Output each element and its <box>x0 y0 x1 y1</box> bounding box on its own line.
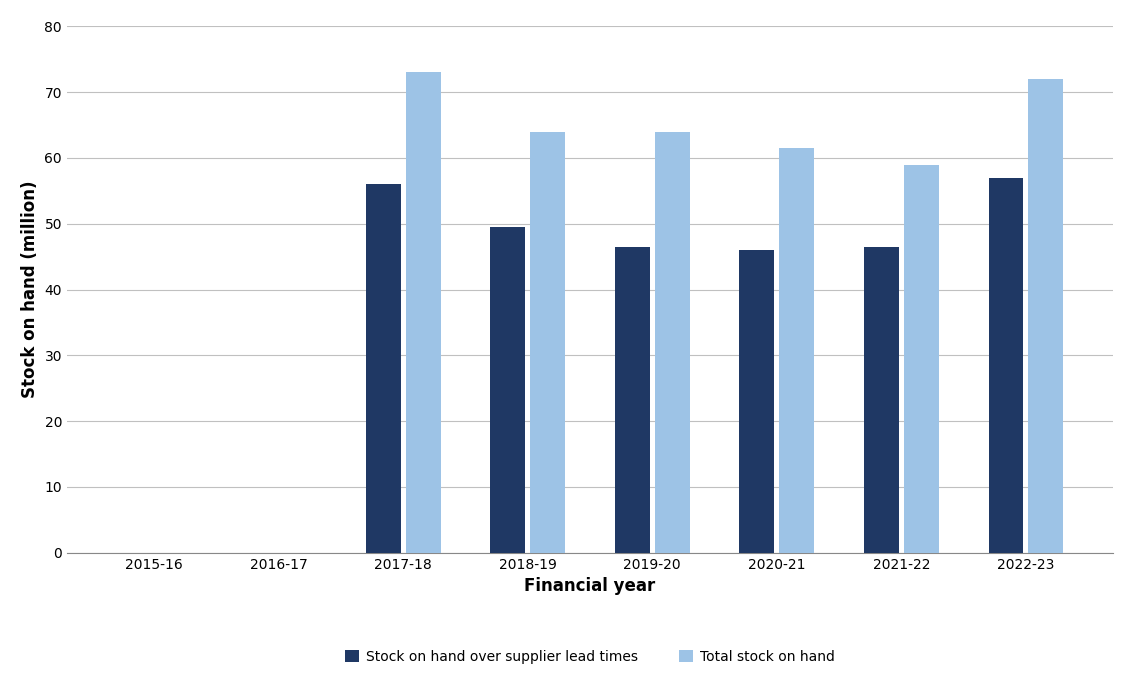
X-axis label: Financial year: Financial year <box>524 577 655 595</box>
Bar <box>531 131 565 553</box>
Bar <box>904 164 939 553</box>
Bar <box>654 131 689 553</box>
Bar <box>739 250 775 553</box>
Bar <box>864 247 899 553</box>
Legend: Stock on hand over supplier lead times, Total stock on hand: Stock on hand over supplier lead times, … <box>339 644 840 669</box>
Bar <box>406 73 440 553</box>
Bar <box>989 178 1024 553</box>
Bar <box>490 227 525 553</box>
Y-axis label: Stock on hand (million): Stock on hand (million) <box>20 181 39 398</box>
Bar <box>366 184 400 553</box>
Bar <box>779 148 814 553</box>
Bar <box>1029 79 1064 553</box>
Bar <box>615 247 650 553</box>
